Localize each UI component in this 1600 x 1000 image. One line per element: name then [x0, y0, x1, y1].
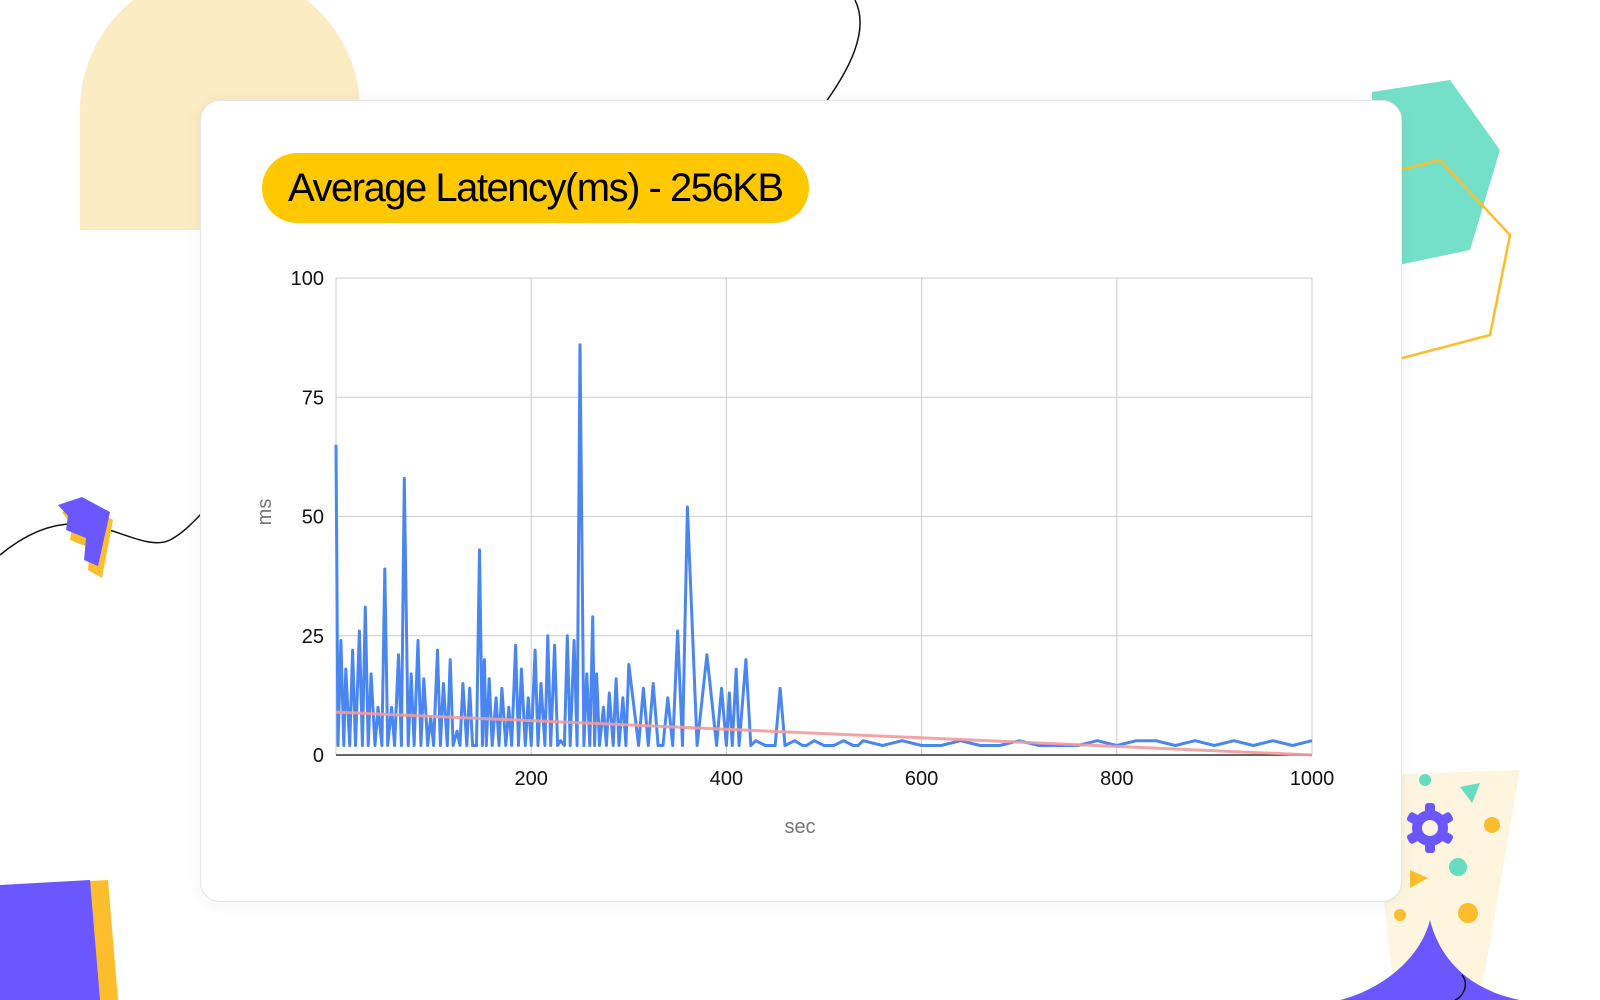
y-axis-title: ms	[254, 499, 276, 526]
confetti-dot	[1458, 903, 1478, 923]
confetti-dot	[1449, 858, 1467, 876]
gear-icon	[1406, 803, 1454, 853]
purple-cone-shape	[1340, 920, 1520, 1000]
black-tail-line	[1454, 974, 1467, 1000]
confetti-triangle	[1460, 783, 1480, 803]
confetti-dot	[1394, 909, 1406, 921]
cream-beam-shape	[1370, 770, 1520, 1000]
chart-series	[334, 343, 1313, 757]
y-tick-label: 0	[313, 745, 324, 767]
y-tick-label: 75	[302, 387, 324, 409]
trendline	[335, 710, 1313, 757]
chart-title: Average Latency(ms) - 256KB	[262, 153, 809, 223]
chart-grid	[335, 277, 1313, 756]
x-tick-label: 600	[905, 768, 938, 790]
y-tick-label: 25	[302, 626, 324, 648]
x-tick-label: 200	[515, 768, 548, 790]
x-tick-label: 400	[710, 768, 743, 790]
latency-line-chart: 0 25 50 75 100 200 400 600 800 1000 ms sec	[254, 268, 1335, 838]
purple-square-shape	[0, 880, 100, 1000]
x-axis-title: sec	[784, 816, 815, 838]
confetti-dot	[1419, 774, 1431, 786]
curve-line-top	[819, 0, 861, 111]
x-tick-label: 1000	[1290, 768, 1335, 790]
confetti-triangle	[1410, 870, 1428, 888]
y-tick-label: 50	[302, 507, 324, 529]
purple-zigzag-shape	[58, 497, 110, 566]
x-tick-label: 800	[1100, 768, 1133, 790]
latency-series-line	[334, 343, 1313, 747]
curve-line-left	[0, 509, 206, 556]
y-axis-ticks: 0 25 50 75 100	[291, 268, 324, 767]
teal-hexagon-shape	[1372, 80, 1500, 270]
x-axis-ticks: 200 400 600 800 1000	[515, 768, 1335, 790]
chart-card	[200, 100, 1402, 902]
y-tick-label: 100	[291, 268, 324, 290]
confetti-dot	[1484, 817, 1500, 833]
